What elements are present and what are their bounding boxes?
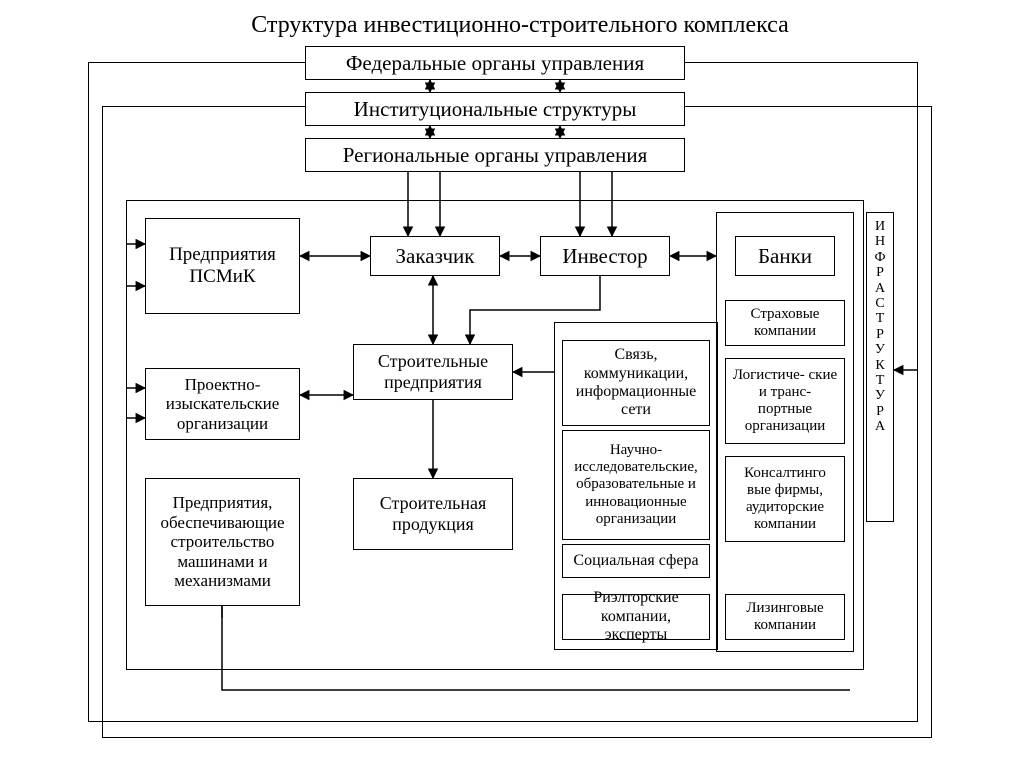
node-psmik: Предприятия ПСМиК xyxy=(145,218,300,314)
node-communications: Связь, коммуникации, информационные сети xyxy=(562,340,710,426)
node-leasing: Лизинговые компании xyxy=(725,594,845,640)
node-institutional: Институциональные структуры xyxy=(305,92,685,126)
node-social: Социальная сфера xyxy=(562,544,710,578)
diagram-stage: Структура инвестиционно-строительного ко… xyxy=(0,0,1024,767)
infrastructure-label: ИНФРАСТРУКТУРА xyxy=(866,212,894,522)
node-machinery: Предприятия, обеспечивающие строительств… xyxy=(145,478,300,606)
node-federal: Федеральные органы управления xyxy=(305,46,685,80)
node-science: Научно- исследовательские, образовательн… xyxy=(562,430,710,540)
node-investor: Инвестор xyxy=(540,236,670,276)
node-regional: Региональные органы управления xyxy=(305,138,685,172)
node-consulting: Консалтинго вые фирмы, аудиторские компа… xyxy=(725,456,845,542)
node-customer: Заказчик xyxy=(370,236,500,276)
node-realtors: Риэлторские компании, эксперты xyxy=(562,594,710,640)
node-construction: Строительные предприятия xyxy=(353,344,513,400)
node-design: Проектно- изыскательские организации xyxy=(145,368,300,440)
page-title: Структура инвестиционно-строительного ко… xyxy=(170,12,870,39)
node-banks: Банки xyxy=(735,236,835,276)
node-product: Строительная продукция xyxy=(353,478,513,550)
node-logistics: Логистиче- ские и транс- портные организ… xyxy=(725,358,845,444)
node-insurance: Страховые компании xyxy=(725,300,845,346)
